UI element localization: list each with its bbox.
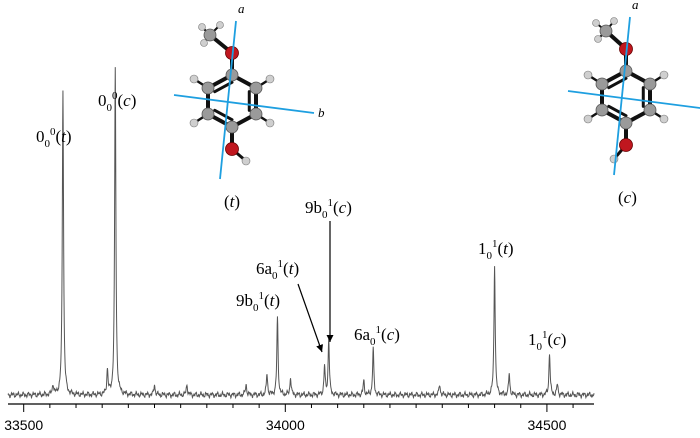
carbon-atom xyxy=(619,64,633,78)
axis-a-label: a xyxy=(238,1,245,16)
axis-a-line xyxy=(219,20,237,180)
carbon-atom xyxy=(643,103,657,117)
axis-a-line xyxy=(613,16,631,176)
oxygen-atom xyxy=(619,138,633,152)
molecule-t: a b (t) xyxy=(173,1,325,211)
carbon-atom xyxy=(599,24,613,38)
hydrogen-atom xyxy=(583,114,593,124)
hydrogen-atom xyxy=(265,74,275,84)
carbon-atom xyxy=(249,81,263,95)
peak-label: 000(t) xyxy=(36,126,72,150)
x-tick-label: 34000 xyxy=(266,417,305,433)
carbon-atom xyxy=(225,120,239,134)
hydrogen-atom xyxy=(189,118,199,128)
label-arrow xyxy=(297,283,323,353)
carbon-atom xyxy=(225,68,239,82)
hydrogen-atom xyxy=(592,19,600,27)
hydrogen-atom xyxy=(659,70,669,80)
peak-label: 6a01(c) xyxy=(354,324,400,348)
peak-label: 000(c) xyxy=(98,90,136,114)
axis-b-line xyxy=(567,90,700,109)
spectrum-trace xyxy=(7,67,595,400)
oxygen-atom xyxy=(225,142,239,156)
peak-label: 101(c) xyxy=(528,329,566,353)
hydrogen-atom xyxy=(594,35,602,43)
hydrogen-atom xyxy=(198,23,206,31)
carbon-atom xyxy=(203,28,217,42)
hydrogen-atom xyxy=(216,21,224,29)
carbon-atom xyxy=(619,116,633,130)
hydrogen-atom xyxy=(610,17,618,25)
peak-label: 9b01(t) xyxy=(236,290,280,314)
x-tick-label: 33500 xyxy=(4,417,43,433)
axis-b-line xyxy=(173,94,315,114)
hydrogen-atom xyxy=(200,39,208,47)
isomer-label: (t) xyxy=(224,192,240,211)
hydrogen-atom xyxy=(659,114,669,124)
x-axis: 33500 34000 34500 xyxy=(4,403,594,433)
isomer-label: (c) xyxy=(618,188,637,207)
hydrogen-atom xyxy=(189,74,199,84)
hydrogen-atom xyxy=(241,156,251,166)
molecule-c: ab(c) xyxy=(567,0,700,207)
spectrum-trace-group xyxy=(7,67,595,400)
hydrogen-atom xyxy=(265,118,275,128)
hydrogen-atom xyxy=(583,70,593,80)
axis-b-label: b xyxy=(318,105,325,120)
peak-label: 9b01(c) xyxy=(305,197,352,221)
carbon-atom xyxy=(249,107,263,121)
carbon-atom xyxy=(201,107,215,121)
peak-label: 6a01(t) xyxy=(256,258,299,282)
molecule-structures: a b (t) ab(c) xyxy=(173,0,700,211)
carbon-atom xyxy=(595,77,609,91)
peak-label: 101(t) xyxy=(478,238,514,262)
carbon-atom xyxy=(201,81,215,95)
carbon-atom xyxy=(643,77,657,91)
axis-a-label: a xyxy=(632,0,639,12)
peak-labels: 000(t) 000(c) 9b01(t) 6a01(t) 9b01(c) 6a01(c)… xyxy=(36,90,566,353)
x-tick-label: 34500 xyxy=(527,417,566,433)
carbon-atom xyxy=(595,103,609,117)
